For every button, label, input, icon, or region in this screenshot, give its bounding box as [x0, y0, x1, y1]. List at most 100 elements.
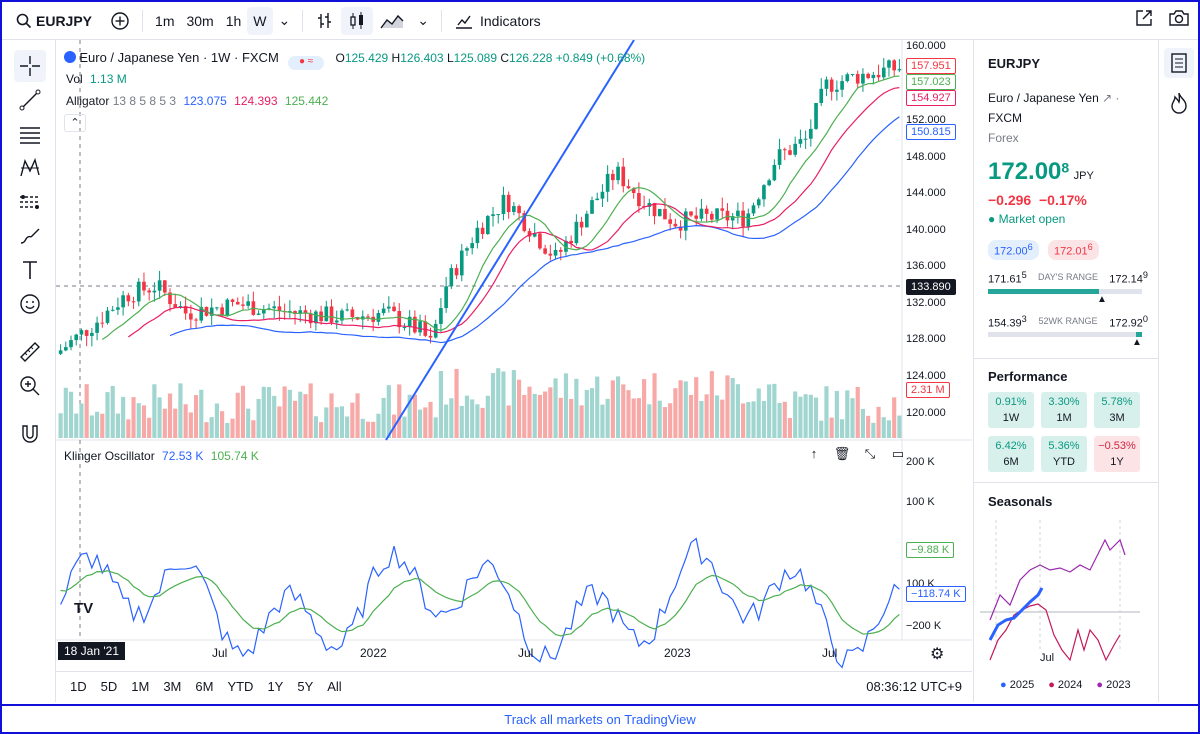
collapse-pane-icon[interactable]: ⤡ — [864, 446, 876, 461]
alligator-params: 13 8 5 8 5 3 — [112, 94, 177, 108]
interval-w[interactable]: W — [247, 6, 273, 35]
performance-tile[interactable]: 5.78% 3M — [1094, 392, 1140, 428]
open-in-new-icon[interactable] — [1134, 8, 1154, 28]
day-low: 171.61 — [988, 273, 1022, 286]
range-3m[interactable]: 3M — [163, 679, 182, 694]
performance-tile[interactable]: 3.30% 1M — [1041, 392, 1087, 428]
performance-tile[interactable]: 6.42% 6M — [988, 436, 1034, 472]
candle-body — [553, 249, 558, 256]
range-6m[interactable]: 6M — [195, 679, 214, 694]
crosshair-tool[interactable] — [14, 50, 46, 82]
candle-body — [183, 306, 188, 314]
last-price-tag: 157.951 — [906, 58, 956, 74]
delete-icon[interactable]: 🗑︎ — [833, 446, 851, 461]
interval-dropdown[interactable]: ⌄ — [273, 7, 297, 35]
camera-icon[interactable] — [1168, 8, 1190, 28]
seasonals-chart[interactable] — [980, 510, 1150, 670]
panel-type: Forex — [988, 131, 1019, 145]
chart-area[interactable]: Euro / Japanese Yen · 1W · FXCM ● ≈ O125… — [56, 40, 972, 702]
candle-body — [532, 233, 537, 237]
bar-style-button[interactable] — [309, 7, 341, 35]
performance-tile[interactable]: 5.36% YTD — [1041, 436, 1087, 472]
time-axis-label: 2023 — [664, 646, 691, 660]
settings-gear-icon[interactable]: ⚙ — [930, 646, 945, 663]
volume-bar — [365, 421, 371, 438]
candle-body — [897, 69, 902, 71]
volume-bar — [407, 394, 412, 438]
candle-body — [876, 74, 881, 78]
symbol-search[interactable]: EURJPY — [10, 7, 98, 35]
chart-type-dropdown[interactable]: ⌄ — [411, 7, 435, 35]
hotlist-button[interactable] — [1164, 88, 1194, 118]
jaw-tag: 150.815 — [906, 124, 956, 140]
volume-bar — [600, 404, 605, 438]
external-link-icon[interactable]: ↗ · — [1102, 91, 1120, 105]
candle-body — [90, 332, 94, 336]
range-1y[interactable]: 1Y — [267, 679, 284, 694]
performance-tile[interactable]: −0.53% 1Y — [1094, 436, 1140, 472]
volume-bar — [871, 422, 876, 438]
interval-1h[interactable]: 1h — [225, 12, 242, 29]
candle-body — [584, 213, 589, 228]
text-tool[interactable] — [14, 254, 46, 286]
forecast-tool[interactable] — [14, 186, 46, 218]
ohlc-change: +0.849 (+0.68%) — [555, 51, 646, 65]
volume-bar — [256, 398, 261, 438]
indicators-button[interactable]: Indicators — [448, 7, 547, 35]
volume-bar — [433, 417, 438, 438]
ohlc-open: 125.429 — [344, 51, 389, 65]
interval-30m[interactable]: 30m — [186, 12, 214, 29]
alligator-jaw-line — [169, 116, 900, 344]
range-1d[interactable]: 1D — [70, 679, 87, 694]
compare-button[interactable] — [104, 7, 136, 35]
area-style-button[interactable] — [373, 7, 411, 35]
volume-bar — [136, 403, 141, 438]
candle-body — [136, 281, 141, 302]
interval-1m[interactable]: 1m — [155, 12, 175, 29]
volume-bar — [855, 386, 860, 438]
range-ytd[interactable]: YTD — [227, 679, 254, 694]
measure-tool[interactable] — [14, 336, 46, 368]
candles-style-button[interactable] — [341, 6, 374, 35]
candle-body — [235, 301, 240, 305]
candle-body — [261, 309, 266, 314]
candle-body — [746, 213, 751, 227]
price-axis-label: 132.000 — [906, 297, 946, 309]
volume-bar — [376, 413, 381, 438]
range-1m[interactable]: 1M — [131, 679, 150, 694]
seasonals-legend-item: ● 2023 — [1096, 679, 1131, 691]
trend-line-tool[interactable] — [14, 84, 46, 116]
magnet-tool[interactable] — [14, 418, 46, 450]
range-5y[interactable]: 5Y — [297, 679, 314, 694]
clock[interactable]: 08:36:12 UTC+9 — [866, 679, 962, 694]
range-all[interactable]: All — [327, 679, 342, 694]
range-5d[interactable]: 5D — [100, 679, 118, 694]
brush-tool[interactable] — [14, 220, 46, 252]
seasonals-legend-item: ● 2025 — [1000, 679, 1035, 691]
volume-bar — [428, 401, 433, 438]
volume-bar — [230, 418, 235, 438]
collapse-legend-button[interactable]: ⌃ — [64, 114, 86, 132]
seasonals-year: 2025 — [1009, 679, 1035, 691]
candle-body — [522, 213, 527, 232]
emoji-tool[interactable] — [14, 288, 46, 320]
details-button[interactable] — [1164, 48, 1194, 78]
volume-bar — [402, 416, 407, 438]
footer-link[interactable]: Track all markets on TradingView — [2, 704, 1198, 732]
candle-body — [485, 216, 490, 234]
performance-tile[interactable]: 0.91% 1W — [988, 392, 1034, 428]
fib-tool[interactable] — [14, 118, 46, 150]
chart-canvas[interactable] — [56, 40, 972, 671]
right-sidebar — [1158, 40, 1198, 702]
move-up-icon[interactable]: ↑ — [810, 446, 818, 461]
ohlc-high: 126.403 — [400, 51, 444, 65]
chevron-up-icon: ⌃ — [70, 117, 80, 129]
pattern-tool[interactable] — [14, 152, 46, 184]
candle-body — [871, 74, 876, 79]
maximize-pane-icon[interactable]: ▭ — [891, 446, 905, 461]
candle-body — [423, 321, 428, 336]
candle-body — [574, 221, 579, 244]
zoom-tool[interactable] — [14, 370, 46, 402]
volume-bar — [803, 394, 808, 438]
